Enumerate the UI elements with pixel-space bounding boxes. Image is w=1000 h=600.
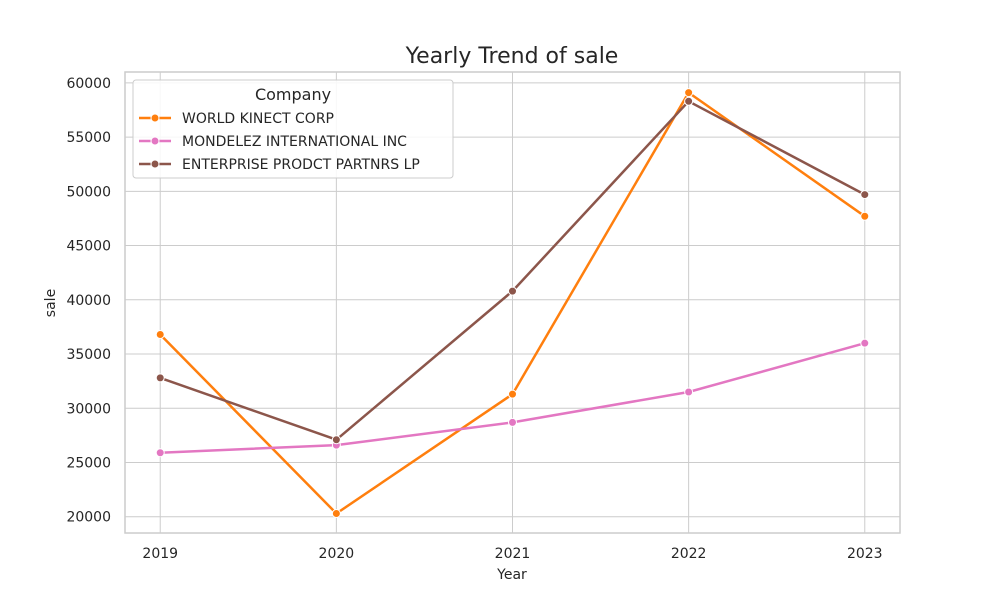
x-axis-label: Year — [496, 567, 527, 583]
data-point — [684, 387, 694, 397]
legend-swatch-marker — [150, 159, 160, 169]
data-point — [155, 448, 165, 458]
series-enterprise-prodct-partnrs-lp — [155, 96, 870, 445]
y-tick-label: 25000 — [66, 455, 111, 471]
legend-label: ENTERPRISE PRODCT PARTNRS LP — [182, 157, 420, 173]
data-point — [508, 389, 517, 399]
data-point — [331, 435, 341, 445]
x-tick-label: 2020 — [319, 546, 355, 562]
series-world-kinect-corp — [155, 88, 870, 518]
data-point — [155, 373, 165, 383]
y-tick-label: 45000 — [66, 239, 111, 255]
legend: Company WORLD KINECT CORP MONDELEZ INTERN… — [132, 79, 454, 179]
data-point — [860, 211, 870, 221]
x-axis-ticks: 2019 2020 2021 2022 2023 — [142, 546, 882, 562]
grid — [125, 72, 900, 533]
y-tick-label: 60000 — [66, 76, 111, 92]
data-point — [684, 88, 694, 98]
plot-frame — [124, 71, 901, 534]
y-tick-label: 30000 — [66, 401, 111, 417]
y-tick-label: 35000 — [66, 347, 111, 363]
x-tick-label: 2021 — [495, 546, 531, 562]
chart-title: Yearly Trend of sale — [405, 44, 619, 69]
legend-entry: MONDELEZ INTERNATIONAL INC — [139, 134, 407, 150]
y-tick-label: 55000 — [66, 130, 111, 146]
x-tick-label: 2019 — [142, 546, 178, 562]
legend-label: MONDELEZ INTERNATIONAL INC — [182, 134, 407, 150]
data-point — [860, 190, 870, 200]
legend-label: WORLD KINECT CORP — [182, 111, 334, 127]
legend-title: Company — [255, 85, 331, 104]
y-tick-label: 40000 — [66, 293, 111, 309]
y-tick-label: 50000 — [66, 184, 111, 200]
y-tick-label: 20000 — [66, 510, 111, 526]
legend-entry: ENTERPRISE PRODCT PARTNRS LP — [139, 157, 420, 173]
data-point — [684, 96, 694, 106]
data-point — [331, 508, 341, 518]
x-tick-label: 2023 — [847, 546, 883, 562]
legend-swatch-marker — [150, 136, 160, 146]
series-layer — [155, 88, 870, 518]
legend-box — [132, 79, 454, 179]
data-point — [860, 338, 870, 348]
data-point — [508, 286, 517, 296]
x-tick-label: 2022 — [671, 546, 707, 562]
y-axis-ticks: 20000 25000 30000 35000 40000 45000 50000 55000… — [66, 76, 111, 526]
legend-swatch-marker — [150, 113, 160, 123]
legend-entry: WORLD KINECT CORP — [139, 111, 334, 127]
y-axis-label: sale — [43, 289, 59, 317]
data-point — [155, 329, 165, 339]
data-point — [508, 417, 517, 427]
